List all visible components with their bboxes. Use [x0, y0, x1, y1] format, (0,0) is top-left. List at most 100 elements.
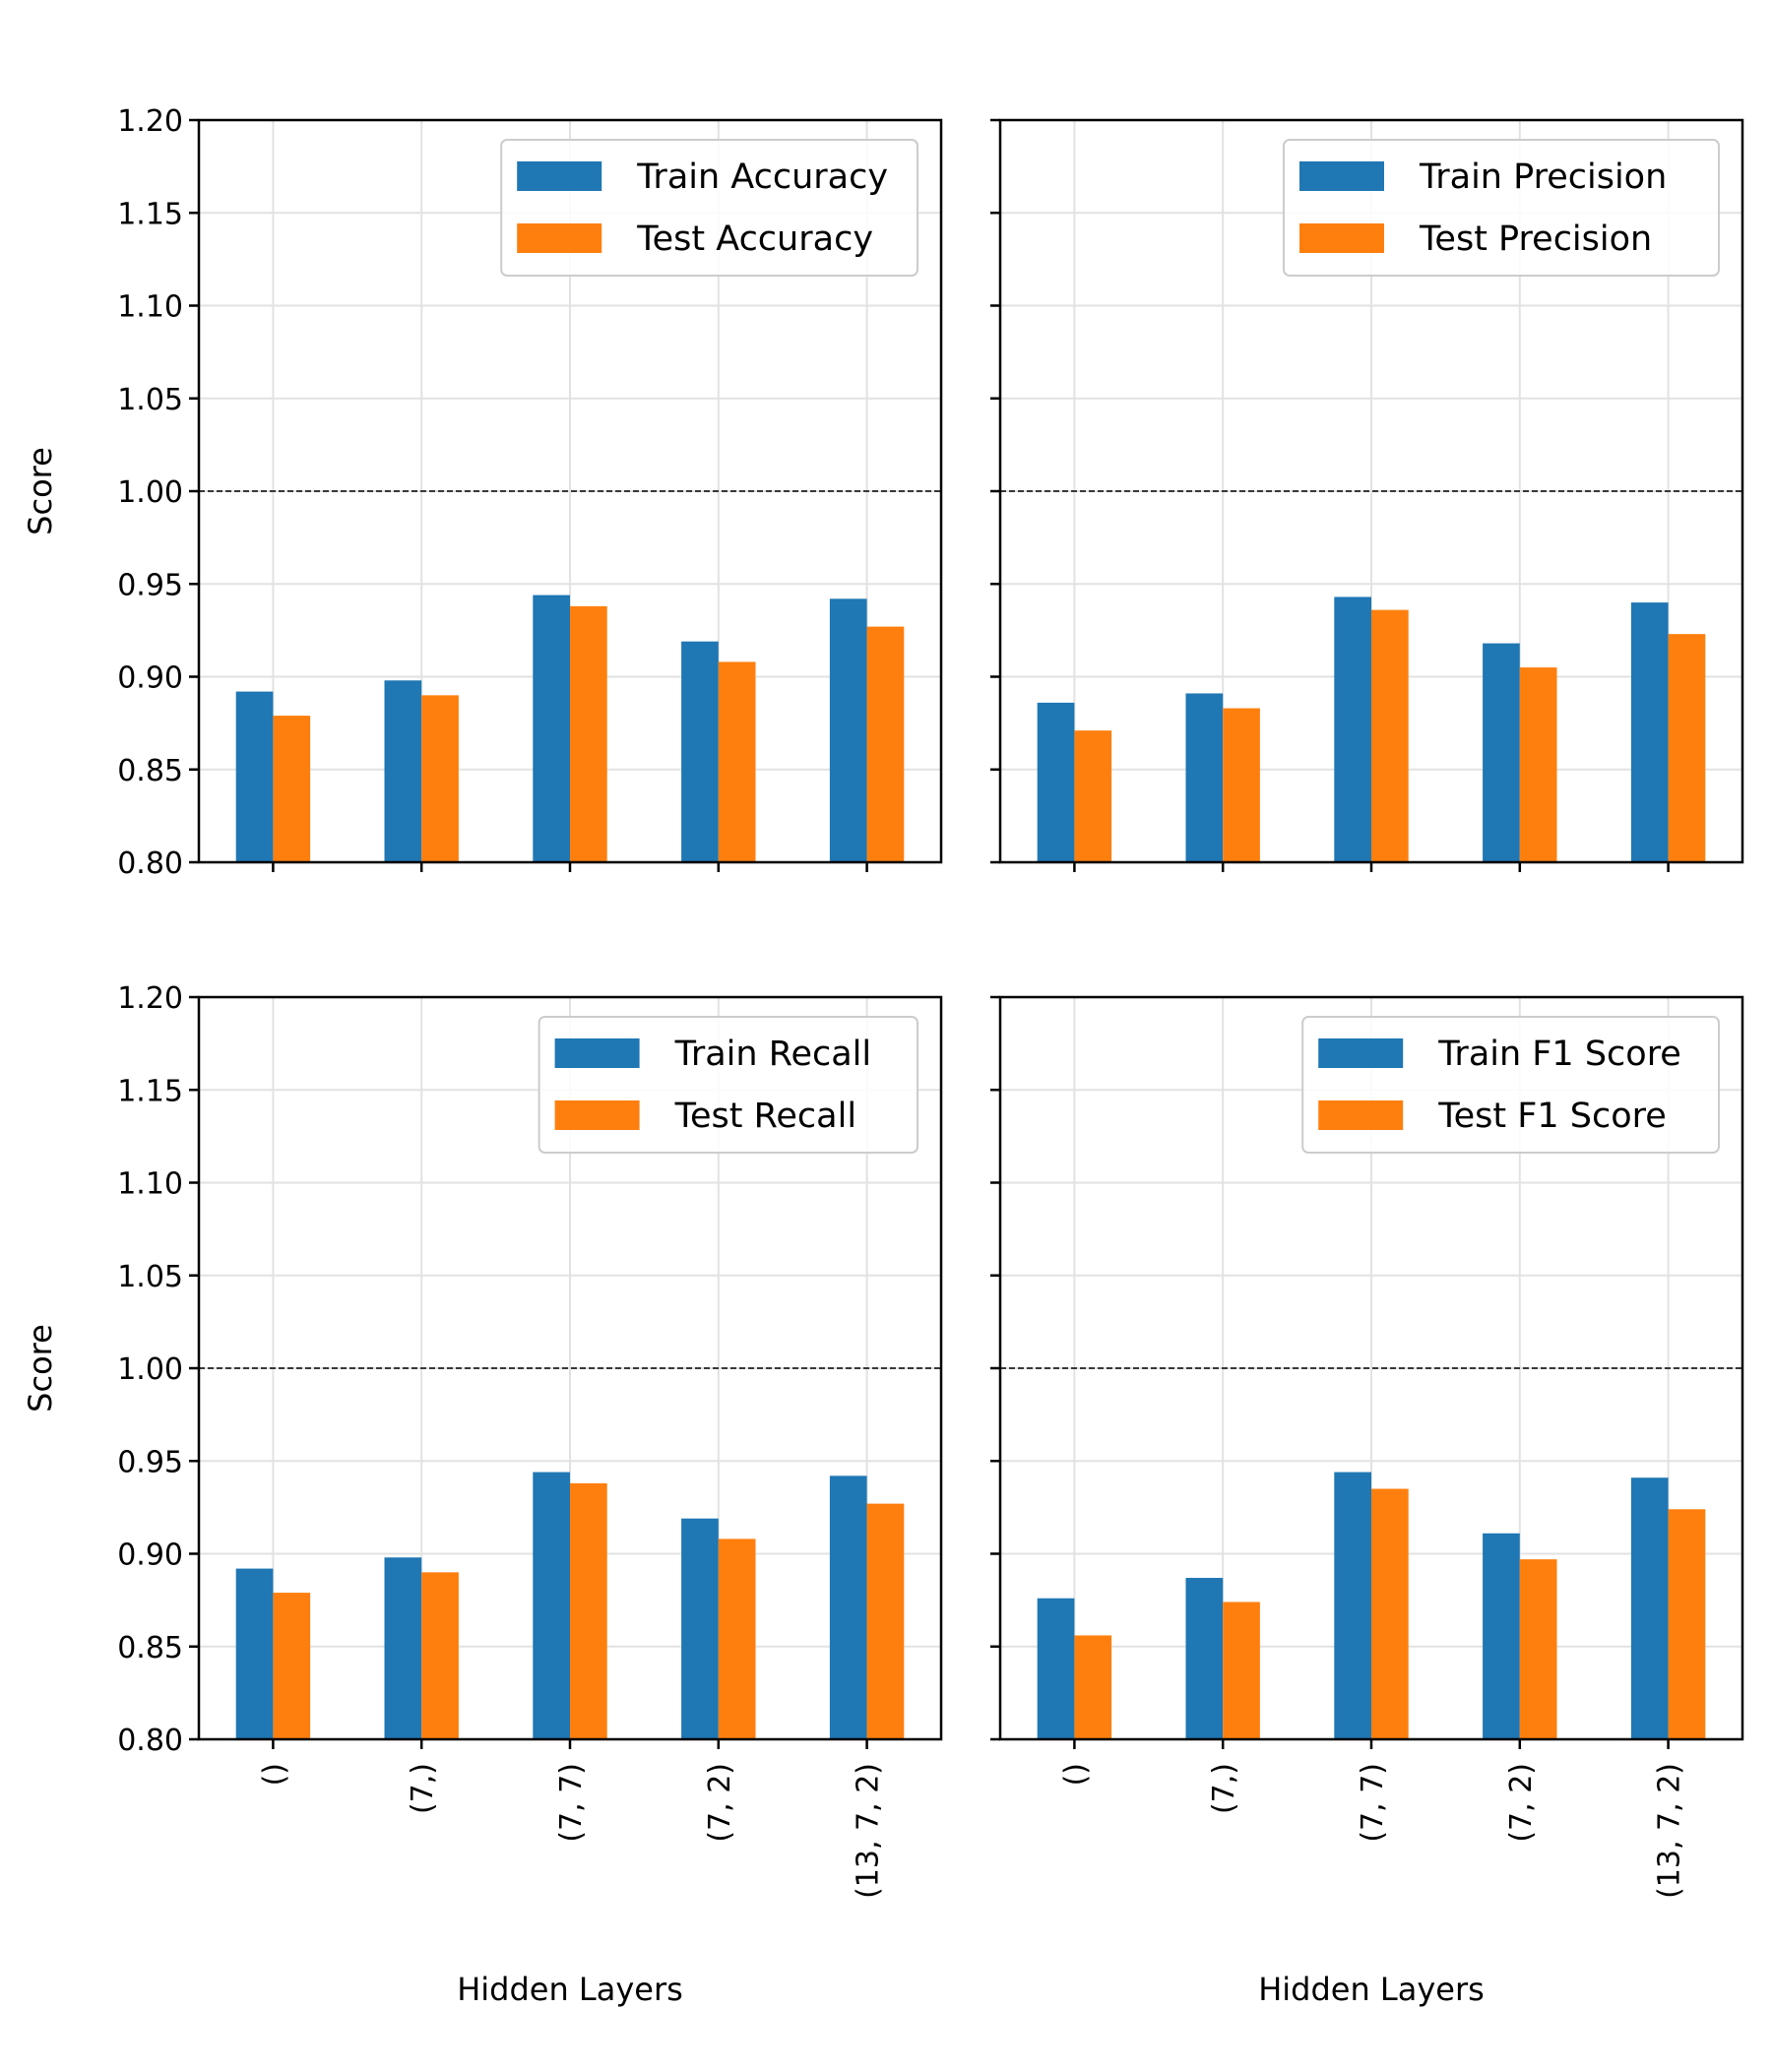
y-tick-label: 1.15 — [117, 1074, 183, 1108]
bars — [1037, 1472, 1706, 1739]
test-bar — [1668, 1509, 1706, 1739]
legend-label: Test Precision — [1419, 220, 1652, 259]
train-bar — [681, 641, 719, 862]
legend-label: Test Accuracy — [636, 220, 873, 259]
test-bar — [1371, 609, 1409, 862]
subplot-3: 0.80 0.85 0.90 0.95 1.00 1.05 1.10 1.15 1.20 () (7… — [22, 981, 943, 2008]
test-bar — [1074, 1635, 1112, 1739]
y-tick-label: 1.20 — [117, 104, 183, 139]
legend-swatch-train — [554, 1038, 640, 1068]
x-tick-label: (13, 7, 2) — [852, 1763, 886, 1899]
y-tick-label: 0.85 — [117, 1631, 183, 1665]
test-bar — [1074, 730, 1112, 862]
y-tick-label: 1.15 — [117, 197, 183, 231]
legend-swatch-train — [1299, 161, 1384, 191]
test-bar — [1519, 667, 1557, 862]
legend-label: Test F1 Score — [1437, 1097, 1667, 1136]
test-bar — [1519, 1559, 1557, 1739]
train-bar — [829, 598, 867, 862]
test-bar — [866, 626, 905, 862]
train-bar — [1185, 1578, 1224, 1739]
x-tick-label: () — [1058, 1763, 1093, 1786]
legend: Train F1 Score Test F1 Score — [1301, 1016, 1720, 1154]
train-bar — [1630, 1477, 1669, 1739]
legend-label: Test Recall — [674, 1097, 856, 1136]
y-ticks: 0.80 0.85 0.90 0.95 1.00 1.05 1.10 1.15 1.20 — [117, 104, 199, 881]
y-tick-label: 1.05 — [117, 1260, 183, 1294]
y-ticks: 0.80 0.85 0.90 0.95 1.00 1.05 1.10 1.15 1.20 — [117, 981, 199, 1758]
x-tick-label: (7,) — [406, 1763, 440, 1814]
train-bar — [235, 1568, 274, 1739]
y-axis-label: Score — [22, 447, 59, 535]
test-bar — [273, 716, 311, 862]
train-bar — [384, 1557, 422, 1739]
legend: Train Accuracy Test Accuracy — [500, 139, 918, 277]
legend-label: Train Recall — [674, 1035, 872, 1074]
y-tick-label: 0.95 — [117, 1445, 183, 1479]
x-axis-label: Hidden Layers — [1258, 1971, 1485, 2008]
train-bar — [533, 1472, 570, 1739]
y-tick-label: 0.85 — [117, 754, 183, 788]
train-bar — [1630, 602, 1669, 862]
legend-box — [500, 139, 918, 277]
train-bar — [533, 595, 570, 862]
train-bar — [1483, 643, 1520, 862]
y-tick-label: 1.05 — [117, 383, 183, 417]
y-ticks — [990, 995, 1000, 1741]
x-tick-label: (7, 7) — [1356, 1763, 1390, 1843]
y-axis-label: Score — [22, 1324, 59, 1413]
legend-label: Train Precision — [1419, 157, 1667, 197]
subplot-1: 0.80 0.85 0.90 0.95 1.00 1.05 1.10 1.15 1.20 Scor… — [22, 104, 943, 881]
train-bar — [1185, 693, 1224, 862]
legend-swatch-test — [1299, 223, 1384, 253]
test-bar — [1668, 634, 1706, 862]
x-tick-label: (7,) — [1207, 1763, 1241, 1814]
legend-swatch-test — [1318, 1100, 1404, 1130]
y-tick-label: 1.00 — [117, 1352, 183, 1387]
train-bar — [1334, 1472, 1371, 1739]
legend: Train Precision Test Precision — [1283, 139, 1720, 277]
test-bar — [421, 695, 459, 862]
train-bar — [384, 680, 422, 862]
test-bar — [570, 1482, 607, 1739]
x-tick-label: (7, 7) — [554, 1763, 589, 1843]
legend-label: Train F1 Score — [1437, 1035, 1681, 1074]
x-ticks — [272, 862, 868, 872]
y-tick-label: 1.00 — [117, 475, 183, 510]
legend-swatch-test — [517, 223, 602, 253]
x-tick-label: (7, 2) — [1504, 1763, 1539, 1843]
subplot-2: Train Precision Test Precision — [990, 118, 1744, 872]
y-ticks — [990, 118, 1000, 864]
test-bar — [1223, 708, 1260, 862]
y-tick-label: 0.95 — [117, 568, 183, 602]
train-bar — [1334, 596, 1371, 862]
legend: Train Recall Test Recall — [538, 1016, 918, 1154]
train-bar — [235, 691, 274, 862]
x-ticks: () (7,) (7, 7) (7, 2) (13, 7, 2) — [1058, 1739, 1687, 1899]
train-bar — [681, 1518, 719, 1739]
y-tick-label: 0.80 — [117, 1724, 183, 1758]
x-tick-label: () — [257, 1763, 291, 1786]
test-bar — [718, 1538, 756, 1739]
legend-label: Train Accuracy — [636, 157, 888, 197]
x-tick-label: (13, 7, 2) — [1653, 1763, 1687, 1899]
train-bar — [1483, 1533, 1520, 1739]
bars — [235, 1472, 905, 1739]
bars — [235, 595, 905, 862]
y-tick-label: 0.80 — [117, 847, 183, 881]
test-bar — [273, 1593, 311, 1739]
legend-swatch-train — [1318, 1038, 1404, 1068]
train-bar — [1037, 1598, 1075, 1739]
x-ticks: () (7,) (7, 7) (7, 2) (13, 7, 2) — [257, 1739, 886, 1899]
y-tick-label: 0.90 — [117, 661, 183, 696]
train-bar — [829, 1476, 867, 1739]
train-bar — [1037, 702, 1075, 862]
legend-swatch-train — [517, 161, 602, 191]
legend-swatch-test — [554, 1100, 640, 1130]
test-bar — [718, 661, 756, 862]
bars — [1037, 596, 1706, 862]
test-bar — [421, 1572, 459, 1739]
legend-box — [1283, 139, 1720, 277]
